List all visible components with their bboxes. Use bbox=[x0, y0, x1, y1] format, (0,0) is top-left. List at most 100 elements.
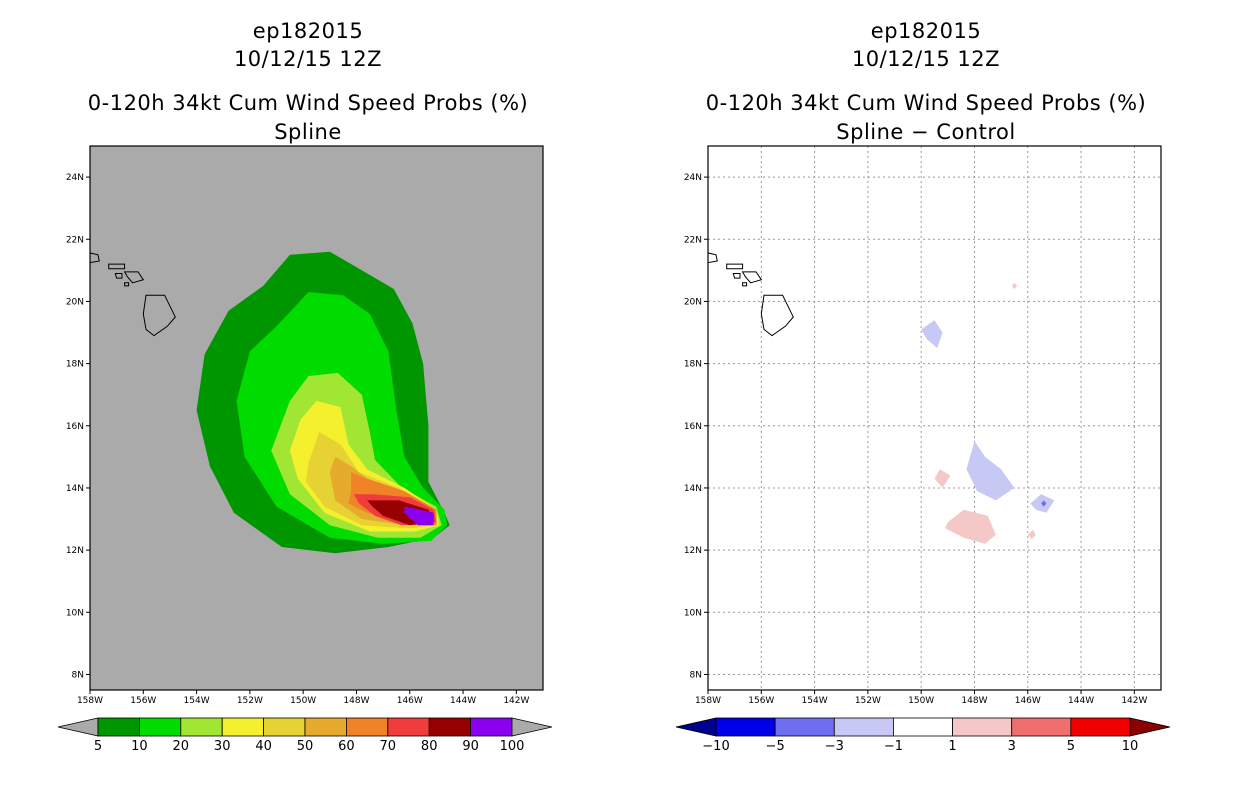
y-tick-label: 20N bbox=[66, 297, 84, 307]
x-tick-label: 144W bbox=[1068, 696, 1094, 706]
colorbar-swatch bbox=[97, 717, 140, 737]
left-colorbar: 5 10 20 30 40 50 60 70 80 90 100 bbox=[57, 717, 553, 754]
map-frame bbox=[707, 145, 1162, 691]
x-tick-label: 158W bbox=[77, 696, 103, 706]
y-tick-label: 22N bbox=[66, 235, 84, 245]
y-tick-label: 10N bbox=[684, 608, 702, 618]
y-tick-label: 8N bbox=[72, 670, 84, 680]
x-tick-label: 152W bbox=[855, 696, 881, 706]
island-outline-molokai bbox=[726, 263, 744, 270]
colorbar-label: 80 bbox=[421, 739, 438, 754]
colorbar-label: 10 bbox=[1122, 739, 1139, 754]
contour-level-6 bbox=[945, 509, 996, 544]
x-tick-label: 156W bbox=[130, 696, 156, 706]
colorbar-swatch bbox=[138, 717, 182, 737]
colorbar-swatch bbox=[304, 717, 347, 737]
y-tick-label: 10N bbox=[66, 608, 84, 618]
y-tick-label: 16N bbox=[684, 422, 702, 432]
left-storm-id: ep182015 bbox=[253, 19, 363, 43]
colorbar-swatch bbox=[345, 717, 389, 737]
y-tick-label: 24N bbox=[66, 173, 84, 183]
right-storm-id: ep182015 bbox=[871, 19, 981, 43]
colorbar-left-extension bbox=[675, 717, 717, 737]
x-tick-label: 142W bbox=[1121, 696, 1147, 706]
colorbar-swatch bbox=[833, 717, 894, 737]
colorbar-swatch bbox=[893, 717, 953, 737]
colorbar-swatch bbox=[180, 717, 223, 737]
island-outline-lanai bbox=[732, 273, 741, 279]
y-tick-label: 16N bbox=[66, 422, 84, 432]
contour-level-9 bbox=[404, 506, 434, 526]
contour-level-3 bbox=[934, 469, 951, 488]
colorbar-label: −1 bbox=[884, 739, 903, 754]
colorbar-label: 30 bbox=[214, 739, 231, 754]
island-outline-oahu bbox=[708, 252, 718, 264]
colorbar-swatch bbox=[952, 717, 1013, 737]
island-outline-hawaii bbox=[142, 294, 176, 337]
x-tick-label: 154W bbox=[184, 696, 210, 706]
colorbar-label: 5 bbox=[1067, 739, 1075, 754]
colorbar-label: −3 bbox=[825, 739, 844, 754]
y-tick-label: 14N bbox=[66, 484, 84, 494]
y-tick-label: 14N bbox=[684, 484, 702, 494]
colorbar-right-extension bbox=[511, 717, 553, 737]
y-tick-label: 20N bbox=[684, 297, 702, 307]
colorbar-label: 20 bbox=[173, 739, 190, 754]
left-map-panel: 8N 10N 12N 14N 16N 18N 20N 22N 24N 158W 156W 154W 15… bbox=[66, 145, 544, 706]
island-outline-hawaii bbox=[760, 294, 794, 337]
x-tick-label: 156W bbox=[748, 696, 774, 706]
colorbar-label: 5 bbox=[94, 739, 102, 754]
colorbar-swatch bbox=[715, 717, 776, 737]
x-tick-label: 150W bbox=[908, 696, 934, 706]
colorbar-right-extension bbox=[1129, 717, 1171, 737]
colorbar-left-extension bbox=[57, 717, 99, 737]
contour-level-0 bbox=[921, 320, 943, 349]
x-tick-label: 146W bbox=[1015, 696, 1041, 706]
y-tick-label: 8N bbox=[690, 670, 702, 680]
colorbar-swatch bbox=[470, 717, 513, 737]
colorbar-label: 100 bbox=[500, 739, 525, 754]
colorbar-label: 60 bbox=[338, 739, 355, 754]
colorbar-swatch bbox=[1011, 717, 1072, 737]
colorbar-label: 3 bbox=[1008, 739, 1016, 754]
colorbar-swatch bbox=[221, 717, 264, 737]
y-tick-label: 18N bbox=[66, 360, 84, 370]
left-date: 10/12/15 12Z bbox=[234, 47, 382, 71]
colorbar-swatch bbox=[774, 717, 835, 737]
island-outline-maui bbox=[741, 271, 763, 284]
island-outline-molokai bbox=[108, 263, 126, 270]
y-tick-label: 12N bbox=[66, 546, 84, 556]
x-tick-label: 142W bbox=[503, 696, 529, 706]
x-tick-label: 148W bbox=[961, 696, 987, 706]
island-outline-lanai bbox=[114, 273, 123, 279]
y-tick-label: 12N bbox=[684, 546, 702, 556]
colorbar-label: −10 bbox=[702, 739, 729, 754]
x-tick-label: 148W bbox=[343, 696, 369, 706]
island-outline-kahoolawe bbox=[124, 282, 130, 287]
x-tick-label: 158W bbox=[695, 696, 721, 706]
right-chart-subtitle: Spline − Control bbox=[836, 120, 1015, 144]
x-tick-label: 152W bbox=[237, 696, 263, 706]
contour-level-1 bbox=[1011, 282, 1018, 289]
x-tick-label: 150W bbox=[290, 696, 316, 706]
right-colorbar: −10 −5 −3 −1 1 3 5 10 bbox=[675, 717, 1171, 754]
contour-level-5 bbox=[1041, 500, 1047, 507]
colorbar-label: 40 bbox=[255, 739, 272, 754]
right-map-panel: 8N 10N 12N 14N 16N 18N 20N 22N 24N 158W 156W 154W 15… bbox=[684, 145, 1162, 706]
left-chart-title: 0-120h 34kt Cum Wind Speed Probs (%) bbox=[88, 91, 528, 115]
colorbar-label: 50 bbox=[297, 739, 314, 754]
colorbar-swatch bbox=[1070, 717, 1131, 737]
colorbar-swatch bbox=[428, 717, 472, 737]
left-chart-subtitle: Spline bbox=[274, 120, 342, 144]
colorbar-label: 90 bbox=[462, 739, 479, 754]
colorbar-label: 1 bbox=[948, 739, 956, 754]
island-outline-maui bbox=[123, 271, 145, 284]
contour-level-7 bbox=[1027, 529, 1036, 540]
contour-level-2 bbox=[966, 441, 1015, 501]
y-tick-label: 24N bbox=[684, 173, 702, 183]
colorbar-swatch bbox=[387, 717, 430, 737]
x-tick-label: 144W bbox=[450, 696, 476, 706]
colorbar-swatch bbox=[263, 717, 306, 737]
colorbar-label: −5 bbox=[766, 739, 785, 754]
